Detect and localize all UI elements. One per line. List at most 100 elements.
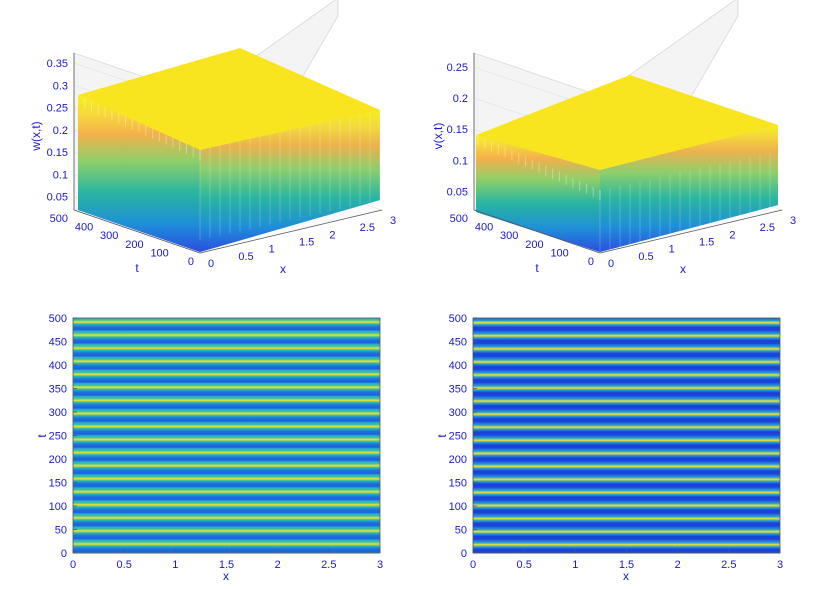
- heatmap-band: [73, 396, 380, 410]
- surface-ridges: [77, 95, 381, 240]
- t-tick-label: 100: [550, 247, 568, 259]
- x-tick-label: 0: [70, 559, 76, 571]
- heatmap-band: [473, 461, 780, 476]
- z-tick-label: 0.1: [53, 169, 68, 181]
- heatmap-band: [473, 409, 780, 423]
- t-tick-label: 0: [461, 548, 467, 560]
- x-tick-label: 3: [377, 559, 383, 571]
- t-tick-label: 300: [100, 230, 118, 242]
- x-tick-label: 3: [790, 215, 796, 227]
- t-tick-label: 0: [588, 256, 594, 268]
- x-tick-label: 1.5: [299, 237, 314, 249]
- t-axis-line: [473, 209, 601, 254]
- z-tick-label: 0.35: [47, 58, 68, 70]
- t-tick-label: 250: [449, 431, 467, 443]
- t-tick-label: 150: [49, 478, 67, 490]
- t-axis-label: t: [535, 261, 539, 275]
- heatmap-band: [473, 474, 780, 489]
- heatmap-band: [73, 331, 380, 345]
- x-tick-label: 2: [275, 559, 281, 571]
- heatmap-band: [73, 461, 380, 476]
- t-tick-label: 400: [475, 222, 493, 234]
- z-tick-label: 0.3: [53, 80, 68, 92]
- t-tick-label: 500: [449, 313, 467, 325]
- x-tick-label: 0.5: [117, 559, 132, 571]
- heatmap-band: [73, 357, 380, 371]
- z-tick-labels: 0.05 0.1 0.15 0.2 0.25: [447, 62, 468, 198]
- heatmap-band: [473, 370, 780, 384]
- x-tick-labels: 0 0.5 1 1.5 2 2.5 3: [70, 549, 383, 571]
- t-tick-label: 500: [50, 213, 68, 225]
- heatmap-band: [473, 344, 780, 358]
- heatmap-band: [473, 448, 780, 463]
- heatmap-band: [73, 474, 380, 489]
- z-tick-label: 0.1: [453, 155, 468, 167]
- heatmap-band: [73, 539, 380, 554]
- t-tick-label: 300: [500, 230, 518, 242]
- t-tick-label: 200: [49, 454, 67, 466]
- x-tick-labels: 0 0.5 1 1.5 2 2.5 3: [208, 215, 396, 270]
- z-tick-labels: 0.05 0.1 0.15 0.2 0.25 0.3 0.35: [47, 58, 68, 204]
- x-tick-label: 2.5: [721, 559, 736, 571]
- x-tick-label: 1.5: [219, 559, 234, 571]
- heatmap-band: [73, 318, 380, 332]
- z-tick-label: 0.25: [447, 62, 468, 74]
- heatmap-band: [73, 526, 380, 541]
- x-tick-label: 0: [470, 559, 476, 571]
- surface-left-face: [78, 95, 200, 252]
- t-tick-label: 200: [125, 239, 143, 251]
- heatmap-w: 0 50 100 150 200 250 300 350 400 450 500 0 0.5 1 1.5 2…: [35, 313, 383, 583]
- x-tick-label: 1: [172, 559, 178, 571]
- heatmap-band: [473, 539, 780, 554]
- heatmap-v: 0 50 100 150 200 250 300 350 400 450 500 0 0.5 1 1.5 2…: [435, 313, 783, 583]
- heatmap-bands: [473, 318, 780, 554]
- z-axis-label: v(x,t): [431, 123, 445, 150]
- t-tick-label: 400: [75, 222, 93, 234]
- t-tick-label: 500: [450, 213, 468, 225]
- heatmap-band: [73, 513, 380, 528]
- heatmap-band: [73, 370, 380, 384]
- t-tick-label: 350: [49, 384, 67, 396]
- heatmap-band: [473, 383, 780, 397]
- t-axis-line: [73, 209, 201, 254]
- t-tick-label: 200: [449, 454, 467, 466]
- heatmap-band: [473, 331, 780, 345]
- x-tick-label: 2: [675, 559, 681, 571]
- heatmap-band: [73, 448, 380, 463]
- t-tick-label: 150: [449, 478, 467, 490]
- t-axis-label: t: [35, 434, 49, 438]
- z-tick-label: 0.05: [447, 186, 468, 198]
- x-tick-label: 2: [329, 229, 335, 241]
- heatmap-band: [73, 344, 380, 358]
- heatmap-band: [473, 513, 780, 528]
- x-tick-label: 2.5: [760, 222, 775, 234]
- surface-ridges: [477, 135, 781, 280]
- x-tick-label: 2.5: [321, 559, 336, 571]
- t-tick-labels: 0 100 200 300 400 500: [50, 213, 194, 268]
- surface-left-face: [476, 135, 600, 252]
- x-tick-label: 0.5: [517, 559, 532, 571]
- x-tick-label: 3: [777, 559, 783, 571]
- heatmap-bands: [73, 318, 380, 554]
- t-tick-label: 100: [49, 501, 67, 513]
- x-tick-label: 1.5: [619, 559, 634, 571]
- t-tick-label: 350: [449, 384, 467, 396]
- heatmap-band: [473, 318, 780, 332]
- t-tick-label: 50: [455, 525, 467, 537]
- t-tick-label: 100: [150, 247, 168, 259]
- t-tick-labels: 0 50 100 150 200 250 300 350 400 450 500: [49, 313, 77, 560]
- t-axis-label: t: [435, 434, 449, 438]
- z-tick-label: 0.25: [47, 103, 68, 115]
- heatmap-band: [73, 409, 380, 423]
- t-tick-label: 300: [449, 407, 467, 419]
- heatmap-band: [473, 422, 780, 436]
- t-tick-label: 400: [49, 360, 67, 372]
- x-tick-label: 1: [269, 244, 275, 256]
- t-tick-label: 250: [49, 431, 67, 443]
- z-tick-label: 0.2: [453, 93, 468, 105]
- t-tick-label: 450: [49, 337, 67, 349]
- z-tick-label: 0.15: [447, 124, 468, 136]
- heatmap-band: [73, 422, 380, 436]
- x-axis-label: x: [223, 569, 229, 583]
